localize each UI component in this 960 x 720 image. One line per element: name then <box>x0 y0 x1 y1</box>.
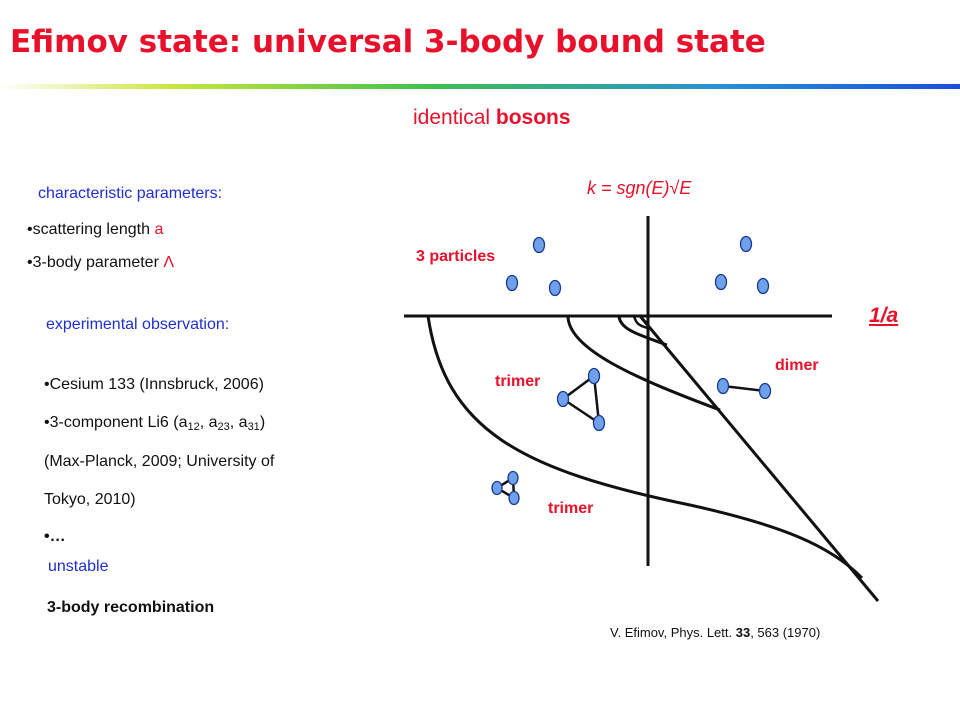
exp-tokyo: Tokyo, 2010) <box>44 491 136 508</box>
exp-li6-sub1: 12 <box>187 421 200 433</box>
exp-max-planck: (Max-Planck, 2009; University of <box>44 453 275 470</box>
trimer-small <box>491 470 520 506</box>
particle-dot <box>507 470 519 486</box>
particle-dot <box>548 279 562 297</box>
trimer-large <box>556 367 606 432</box>
subtitle-plain: identical <box>413 106 496 129</box>
exp-ellipsis: •… <box>44 528 66 545</box>
free-particles-right <box>714 235 770 295</box>
particle-dot <box>756 277 770 295</box>
trimer-branch-4 <box>632 315 649 330</box>
particle-dot <box>758 382 772 400</box>
dimer-threshold-line <box>638 315 880 602</box>
label-dimer: dimer <box>775 357 819 374</box>
y-axis-label: k = sgn(E)√E <box>587 178 692 198</box>
exp-li6-mid1: , a <box>199 414 218 431</box>
trimer-bonds <box>560 373 601 426</box>
particle-dot <box>714 273 728 291</box>
slide-title: Efimov state: universal 3-body bound sta… <box>10 24 766 60</box>
exp-li6-prefix: •3-component Li6 (a <box>44 414 188 431</box>
exp-li6: •3-component Li6 (a12, a23, a31) <box>44 414 265 433</box>
param-three-body: •3-body parameter Λ <box>27 254 174 272</box>
exp-li6-sub3: 31 <box>247 421 260 433</box>
label-trimer-lower: trimer <box>548 500 594 517</box>
particle-dot <box>592 414 606 432</box>
particle-dot <box>532 236 546 254</box>
citation-prefix: V. Efimov, Phys. Lett. <box>610 625 736 640</box>
citation-suffix: , 563 (1970) <box>750 625 821 640</box>
particle-dot <box>587 367 601 385</box>
subtitle-bold: bosons <box>495 106 571 129</box>
trimer-branch-3 <box>617 315 668 347</box>
exp-heading: experimental observation: <box>46 316 230 333</box>
particle-dot <box>491 480 503 496</box>
citation: V. Efimov, Phys. Lett. 33, 563 (1970) <box>610 625 820 640</box>
citation-volume: 33 <box>735 625 751 640</box>
particle-dot <box>739 235 753 253</box>
trimer-bonds <box>494 475 516 501</box>
subtitle: identical bosons <box>413 106 571 130</box>
trimer-branch-1 <box>426 315 864 580</box>
particle-dot <box>556 390 570 408</box>
param-scattering-length-text: •scattering length <box>27 221 155 238</box>
dimer-bond <box>722 384 766 393</box>
param-three-body-var: Λ <box>163 254 175 271</box>
param-scattering-length: •scattering length a <box>27 221 163 239</box>
trimer-branch-5 <box>640 315 648 323</box>
particle-dot <box>716 377 730 395</box>
free-particles-left <box>505 236 562 297</box>
exp-cesium: •Cesium 133 (Innsbruck, 2006) <box>44 376 264 393</box>
exp-li6-mid2: , a <box>229 414 248 431</box>
params-heading: characteristic parameters: <box>38 185 223 202</box>
dimer-molecule <box>716 377 772 400</box>
label-trimer-upper: trimer <box>495 373 541 390</box>
title-gradient-bar <box>0 84 960 89</box>
x-axis-label: 1/a <box>869 304 899 327</box>
trimer-branch-2 <box>566 315 721 412</box>
particle-dot <box>505 274 519 292</box>
unstable-label: unstable <box>48 558 109 575</box>
param-three-body-text: •3-body parameter <box>27 254 164 271</box>
exp-li6-sub2: 23 <box>217 421 230 433</box>
recombination-label: 3-body recombination <box>47 599 215 616</box>
exp-li6-suffix: ) <box>259 414 266 431</box>
label-three-particles: 3 particles <box>416 248 496 265</box>
param-scattering-length-var: a <box>154 221 164 238</box>
particle-dot <box>508 490 520 506</box>
